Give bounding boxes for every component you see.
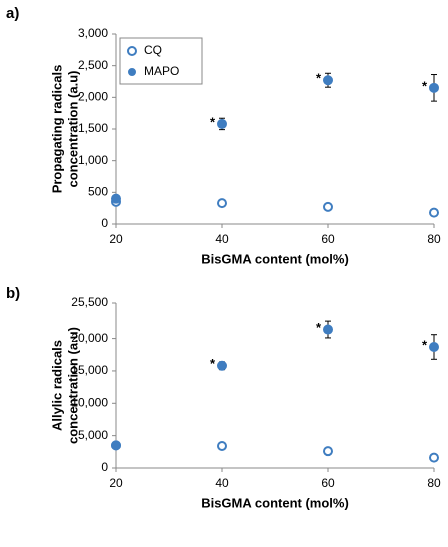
- significance-label: *: [316, 71, 322, 86]
- y-tick-label: 20,000: [71, 331, 108, 345]
- y-tick-label: 15,000: [71, 363, 108, 377]
- data-point: [217, 198, 227, 209]
- y-tick-label: 0: [101, 460, 108, 474]
- y-tick-label: 1,500: [78, 121, 108, 135]
- y-tick-label: 1,000: [78, 153, 108, 167]
- significance-label: *: [422, 337, 428, 352]
- x-axis-title: BisGMA content (mol%): [201, 495, 349, 510]
- x-tick-label: 40: [215, 476, 229, 490]
- data-point: [111, 193, 121, 204]
- y-tick-label: 25,500: [71, 295, 108, 309]
- y-axis-title: Allylic radicals: [49, 340, 64, 431]
- x-tick-label: 20: [109, 476, 123, 490]
- data-point: [323, 324, 333, 335]
- data-point: [323, 446, 333, 457]
- x-axis-title: BisGMA content (mol%): [201, 251, 349, 266]
- significance-label: *: [210, 356, 216, 371]
- data-point: [429, 452, 439, 463]
- data-point: [429, 342, 439, 352]
- y-tick-label: 3,000: [78, 26, 108, 40]
- data-point: [217, 441, 227, 451]
- panel-label: a): [6, 5, 19, 22]
- x-tick-label: 20: [109, 232, 123, 246]
- significance-label: *: [422, 78, 428, 93]
- data-point: [323, 201, 333, 212]
- y-tick-label: 2,500: [78, 58, 108, 72]
- y-tick-label: 500: [88, 185, 108, 199]
- legend-marker: [127, 46, 137, 56]
- y-tick-label: 2,000: [78, 90, 108, 104]
- y-axis-title: concentration (a.u): [65, 327, 80, 444]
- y-tick-label: 0: [101, 216, 108, 230]
- legend-box: [119, 37, 203, 85]
- data-point: [111, 440, 121, 451]
- data-point: [429, 82, 439, 93]
- significance-label: *: [316, 320, 322, 335]
- legend-marker: [128, 68, 136, 76]
- y-axis-title: Propagating radicals: [49, 65, 64, 194]
- legend-label: MAPO: [144, 64, 179, 78]
- y-axis-title: concentration (a.u): [65, 70, 80, 187]
- x-tick-label: 80: [427, 232, 441, 246]
- data-point: [217, 118, 227, 129]
- x-tick-label: 60: [321, 476, 335, 490]
- y-tick-label: 5,000: [78, 428, 108, 442]
- x-tick-label: 40: [215, 232, 229, 246]
- data-point: [217, 360, 227, 371]
- data-point: [323, 75, 333, 86]
- y-tick-label: 10,000: [71, 395, 108, 409]
- legend-label: CQ: [144, 43, 162, 57]
- panel-label: b): [6, 285, 20, 302]
- x-tick-label: 80: [427, 476, 441, 490]
- data-point: [429, 207, 439, 218]
- x-tick-label: 60: [321, 232, 335, 246]
- significance-label: *: [210, 114, 216, 129]
